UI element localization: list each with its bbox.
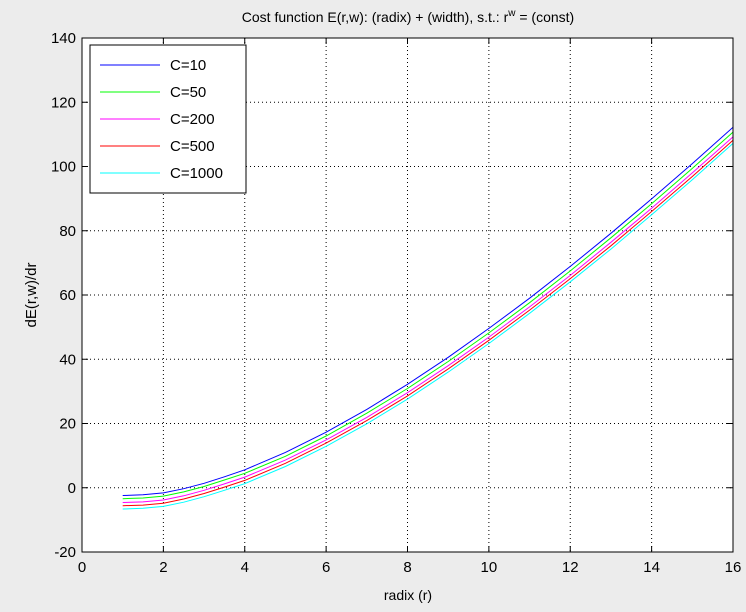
series-lines xyxy=(122,126,734,510)
y-tick-label: 100 xyxy=(51,159,76,176)
x-tick-label: 8 xyxy=(403,559,411,576)
series-line-c-1000 xyxy=(122,143,734,510)
legend-label: C=10 xyxy=(170,57,206,74)
x-tick-label: 16 xyxy=(725,559,742,576)
x-tick-label: 2 xyxy=(159,559,167,576)
series-line-c-500 xyxy=(122,139,734,507)
x-tick-label: 10 xyxy=(481,559,498,576)
x-axis-label: radix (r) xyxy=(384,587,432,603)
x-tick-label: 0 xyxy=(78,559,86,576)
series-line-c-10 xyxy=(122,126,734,496)
y-axis-label: dE(r,w)/dr xyxy=(23,262,40,327)
y-tick-label: 0 xyxy=(68,480,76,497)
legend-label: C=500 xyxy=(170,138,215,155)
legend-label: C=1000 xyxy=(170,165,223,182)
legend: C=10 C=50 C=200 C=500 C=1000 xyxy=(89,44,247,194)
series-line-c-200 xyxy=(122,136,734,503)
x-tick-label: 14 xyxy=(643,559,660,576)
y-tick-label: 140 xyxy=(51,30,76,47)
x-tick-label: 6 xyxy=(322,559,330,576)
y-tick-label: 120 xyxy=(51,94,76,111)
y-tick-label: 20 xyxy=(59,416,76,433)
y-tick-label: 80 xyxy=(59,223,76,240)
legend-label: C=50 xyxy=(170,84,206,101)
chart-title: Cost function E(r,w): (radix) + (width),… xyxy=(242,8,574,25)
x-tick-label: 12 xyxy=(562,559,579,576)
x-tick-label: 4 xyxy=(241,559,249,576)
y-tick-label: -20 xyxy=(54,544,76,561)
y-tick-label: 60 xyxy=(59,287,76,304)
y-tick-label: 40 xyxy=(59,351,76,368)
series-line-c-50 xyxy=(122,131,734,500)
legend-label: C=200 xyxy=(170,111,215,128)
